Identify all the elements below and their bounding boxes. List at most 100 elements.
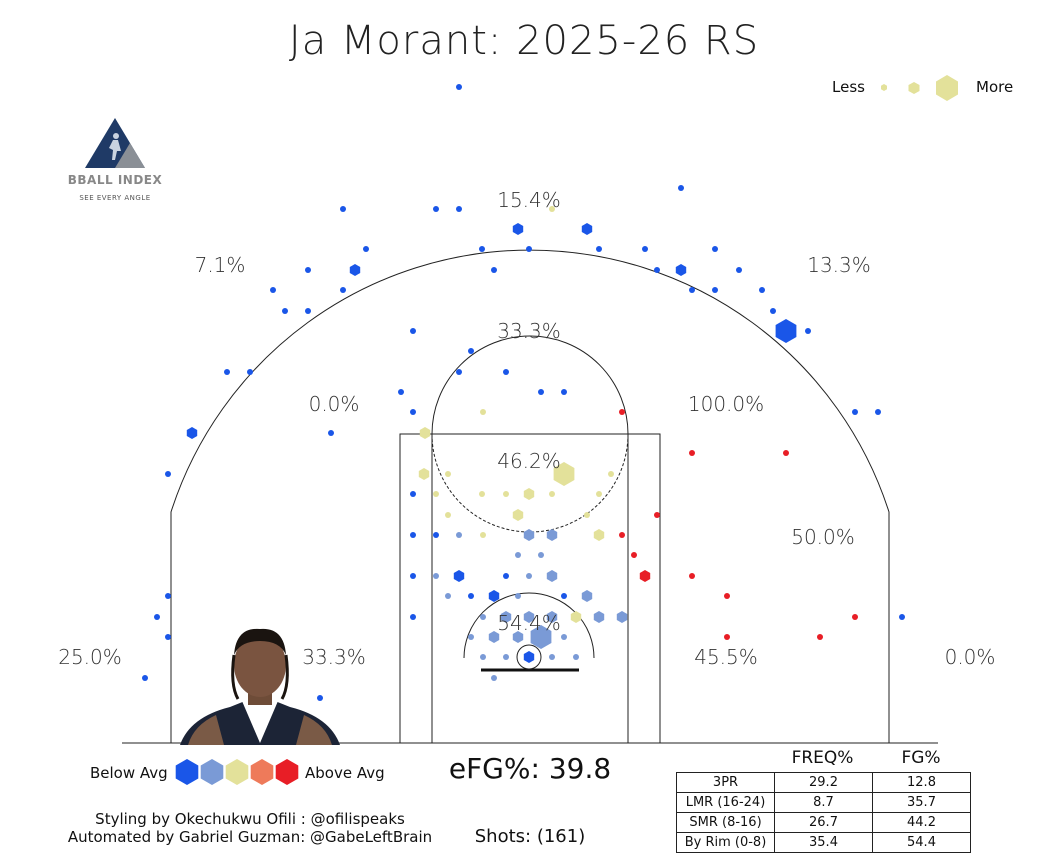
shot-marker (154, 614, 160, 620)
restricted-area (463, 592, 595, 659)
shot-marker (480, 532, 486, 538)
stats-header-freq: FREQ% (791, 748, 854, 768)
shot-marker (456, 532, 462, 538)
shot-marker (410, 614, 416, 620)
stats-zone-cell: By Rim (0-8) (676, 832, 775, 853)
zone-fg-label: 33.3% (497, 319, 561, 343)
credits: Styling by Okechukwu Ofili : @ofilispeak… (40, 810, 460, 846)
lane-outer (399, 433, 661, 744)
shot-marker (538, 389, 544, 395)
shot-marker (503, 573, 509, 579)
shot-marker (523, 529, 535, 541)
shot-marker (186, 427, 198, 439)
shot-marker (546, 611, 558, 623)
stats-header-fg: FG% (901, 748, 941, 768)
stats-zone-cell: LMR (16-24) (676, 792, 775, 813)
shot-marker (363, 246, 369, 252)
shot-marker (491, 267, 497, 273)
shot-marker (526, 573, 532, 579)
shot-marker (724, 634, 730, 640)
stats-freq-cell: 8.7 (774, 792, 873, 813)
shot-marker (317, 695, 323, 701)
shot-marker (875, 409, 881, 415)
shot-marker (410, 328, 416, 334)
player-silhouette-icon (180, 628, 340, 745)
shot-marker (305, 308, 311, 314)
shot-count: Shots: (161) (474, 826, 586, 847)
shot-marker (783, 450, 789, 456)
shot-marker (224, 369, 230, 375)
shot-marker (689, 450, 695, 456)
table-row: By Rim (0-8) 35.4 54.4 (676, 832, 971, 853)
shot-marker (433, 491, 439, 497)
shot-marker (642, 246, 648, 252)
shot-marker (410, 573, 416, 579)
shot-marker (468, 634, 474, 640)
shot-marker (631, 552, 637, 558)
shot-marker (165, 593, 171, 599)
shot-marker (328, 430, 334, 436)
shot-marker (596, 246, 602, 252)
shot-marker (553, 462, 575, 486)
color-legend-hex (200, 759, 224, 785)
shot-marker (503, 369, 509, 375)
table-row: 3PR 29.2 12.8 (676, 772, 971, 793)
zone-fg-label: 13.3% (807, 253, 871, 277)
shot-marker (503, 654, 509, 660)
shot-marker (654, 512, 660, 518)
shot-marker (549, 491, 555, 497)
shot-marker (619, 532, 625, 538)
shot-marker (523, 488, 535, 500)
shot-marker (561, 389, 567, 395)
shot-marker (593, 529, 605, 541)
shot-marker (546, 570, 558, 582)
color-legend-hex (250, 759, 274, 785)
shot-marker (654, 267, 660, 273)
shot-marker (480, 654, 486, 660)
credits-styling: Styling by Okechukwu Ofili : @ofilispeak… (95, 810, 405, 828)
size-legend: Less More (826, 74, 1036, 102)
shot-marker (570, 611, 582, 623)
size-legend-medium-hex (908, 82, 920, 94)
stats-freq-cell: 35.4 (774, 832, 873, 853)
zone-fg-label: 25.0% (58, 645, 122, 669)
shot-marker (165, 634, 171, 640)
shot-marker (689, 287, 695, 293)
size-legend-less-label: Less (832, 78, 865, 96)
shot-marker (456, 84, 462, 90)
logo-triangle-icon (85, 118, 145, 168)
shot-marker (561, 634, 567, 640)
shot-marker (523, 611, 535, 623)
free-throw-arc-bottom (431, 433, 629, 533)
zone-fg-label: 46.2% (497, 449, 561, 473)
shot-marker (770, 308, 776, 314)
shot-marker (639, 570, 651, 582)
shot-marker (456, 206, 462, 212)
shot-marker (852, 409, 858, 415)
size-legend-small-hex (881, 84, 887, 91)
shot-marker (805, 328, 811, 334)
zone-fg-label: 0.0% (944, 645, 996, 669)
shot-marker (584, 512, 590, 518)
shot-marker (523, 651, 535, 663)
shot-marker (899, 614, 905, 620)
shot-marker (515, 552, 521, 558)
shot-marker (549, 206, 555, 212)
chart-title: Ja Morant: 2025-26 RS (288, 18, 760, 64)
shot-marker (445, 593, 451, 599)
shot-marker (488, 631, 500, 643)
lane-inner (431, 433, 629, 744)
stats-fg-cell: 44.2 (872, 812, 971, 833)
shot-marker (596, 491, 602, 497)
shot-marker (530, 625, 552, 649)
shot-marker (581, 590, 593, 602)
shot-marker (546, 529, 558, 541)
logo-name: BBALL INDEX (67, 173, 163, 187)
zone-fg-label: 15.4% (497, 188, 561, 212)
shot-marker (305, 267, 311, 273)
table-row: SMR (8-16) 26.7 44.2 (676, 812, 971, 833)
shot-marker (581, 223, 593, 235)
shot-marker (282, 308, 288, 314)
bball-index-logo: BBALL INDEX SEE EVERY ANGLE (60, 118, 170, 204)
shot-marker (445, 512, 451, 518)
